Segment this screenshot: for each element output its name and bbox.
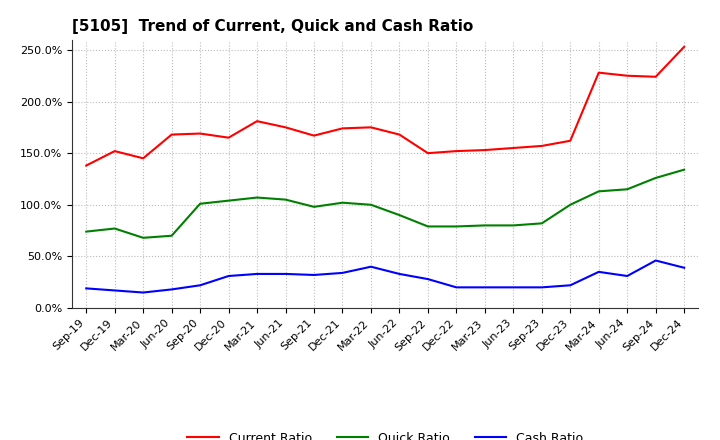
Current Ratio: [139, 156, 148, 161]
Cash Ratio: [566, 282, 575, 288]
Cash Ratio: [253, 271, 261, 277]
Quick Ratio: [167, 233, 176, 238]
Current Ratio: [366, 125, 375, 130]
Current Ratio: [537, 143, 546, 149]
Quick Ratio: [452, 224, 461, 229]
Quick Ratio: [623, 187, 631, 192]
Cash Ratio: [310, 272, 318, 278]
Cash Ratio: [595, 269, 603, 275]
Current Ratio: [480, 147, 489, 153]
Legend: Current Ratio, Quick Ratio, Cash Ratio: Current Ratio, Quick Ratio, Cash Ratio: [182, 427, 588, 440]
Quick Ratio: [537, 221, 546, 226]
Current Ratio: [338, 126, 347, 131]
Quick Ratio: [139, 235, 148, 240]
Current Ratio: [423, 150, 432, 156]
Cash Ratio: [338, 270, 347, 275]
Cash Ratio: [196, 282, 204, 288]
Line: Quick Ratio: Quick Ratio: [86, 170, 684, 238]
Current Ratio: [253, 118, 261, 124]
Quick Ratio: [423, 224, 432, 229]
Quick Ratio: [82, 229, 91, 234]
Quick Ratio: [366, 202, 375, 207]
Cash Ratio: [652, 258, 660, 263]
Quick Ratio: [595, 189, 603, 194]
Quick Ratio: [566, 202, 575, 207]
Text: [5105]  Trend of Current, Quick and Cash Ratio: [5105] Trend of Current, Quick and Cash …: [72, 19, 473, 34]
Quick Ratio: [480, 223, 489, 228]
Quick Ratio: [110, 226, 119, 231]
Quick Ratio: [282, 197, 290, 202]
Cash Ratio: [82, 286, 91, 291]
Current Ratio: [623, 73, 631, 78]
Cash Ratio: [509, 285, 518, 290]
Current Ratio: [566, 138, 575, 143]
Cash Ratio: [680, 265, 688, 270]
Cash Ratio: [225, 273, 233, 279]
Current Ratio: [282, 125, 290, 130]
Current Ratio: [110, 148, 119, 154]
Current Ratio: [395, 132, 404, 137]
Cash Ratio: [139, 290, 148, 295]
Quick Ratio: [509, 223, 518, 228]
Quick Ratio: [395, 213, 404, 218]
Quick Ratio: [338, 200, 347, 205]
Current Ratio: [310, 133, 318, 138]
Current Ratio: [225, 135, 233, 140]
Quick Ratio: [225, 198, 233, 203]
Cash Ratio: [282, 271, 290, 277]
Current Ratio: [509, 145, 518, 150]
Cash Ratio: [366, 264, 375, 269]
Cash Ratio: [167, 287, 176, 292]
Cash Ratio: [110, 288, 119, 293]
Current Ratio: [652, 74, 660, 79]
Cash Ratio: [623, 273, 631, 279]
Current Ratio: [196, 131, 204, 136]
Current Ratio: [452, 148, 461, 154]
Quick Ratio: [196, 201, 204, 206]
Current Ratio: [82, 163, 91, 168]
Cash Ratio: [480, 285, 489, 290]
Cash Ratio: [423, 276, 432, 282]
Line: Cash Ratio: Cash Ratio: [86, 260, 684, 293]
Current Ratio: [595, 70, 603, 75]
Cash Ratio: [537, 285, 546, 290]
Line: Current Ratio: Current Ratio: [86, 47, 684, 165]
Quick Ratio: [652, 175, 660, 180]
Quick Ratio: [253, 195, 261, 200]
Cash Ratio: [395, 271, 404, 277]
Current Ratio: [167, 132, 176, 137]
Cash Ratio: [452, 285, 461, 290]
Quick Ratio: [680, 167, 688, 172]
Quick Ratio: [310, 204, 318, 209]
Current Ratio: [680, 44, 688, 49]
